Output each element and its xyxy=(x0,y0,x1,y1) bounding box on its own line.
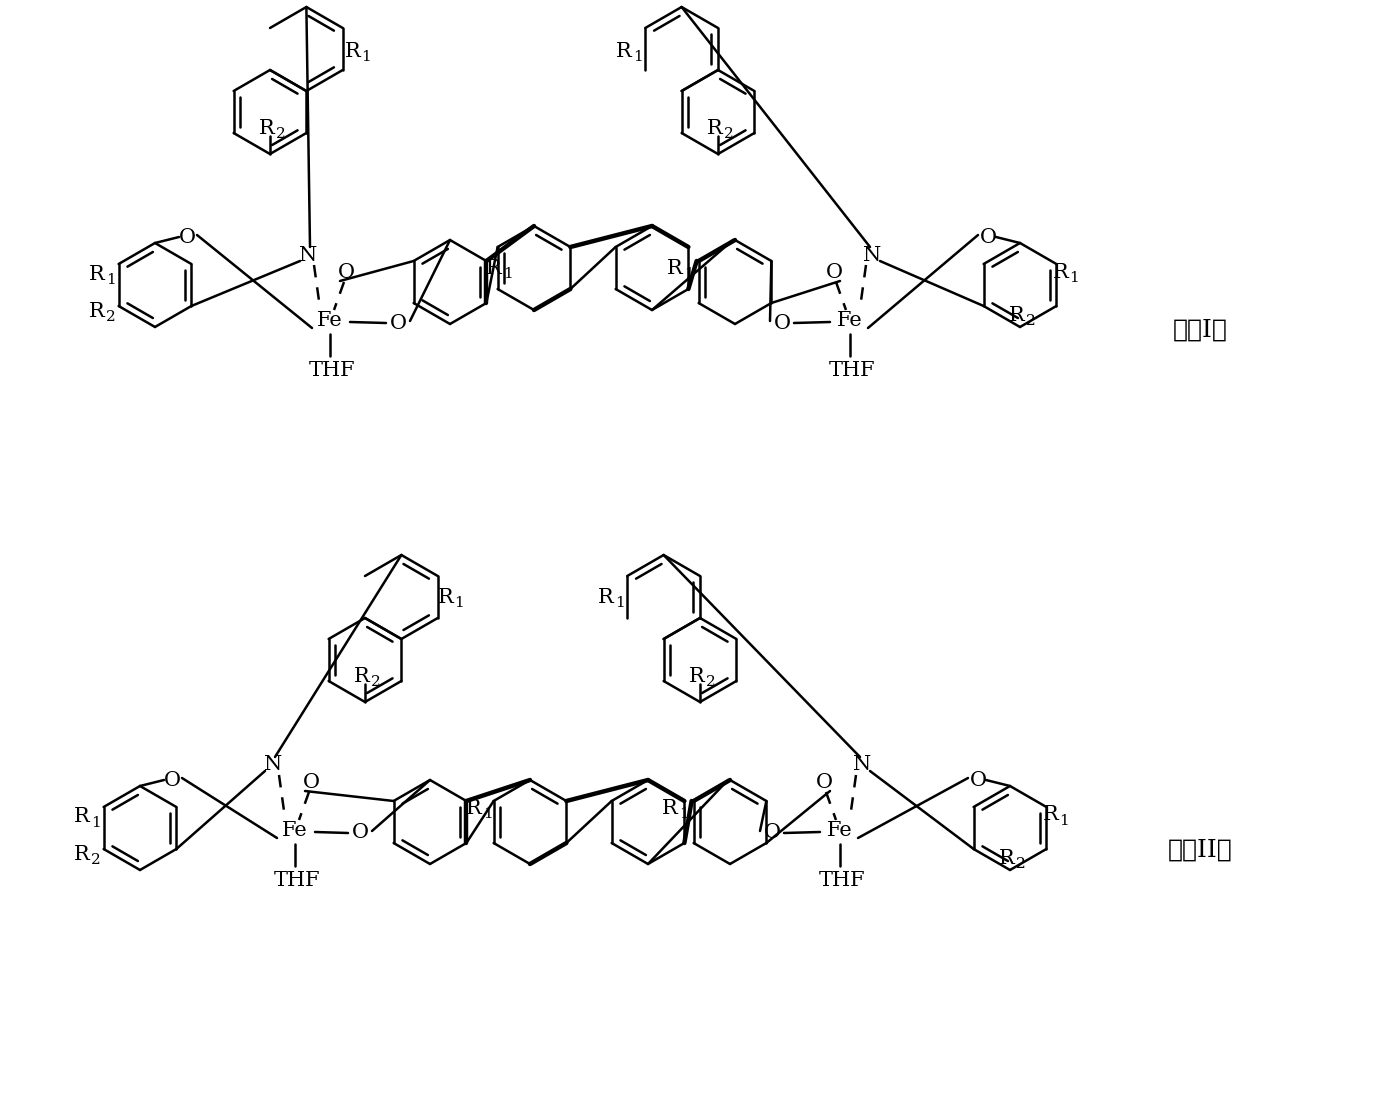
Text: 式（I）: 式（I） xyxy=(1173,318,1227,342)
Text: O: O xyxy=(302,772,320,791)
Text: O: O xyxy=(979,227,997,246)
Text: N: N xyxy=(853,756,870,775)
Text: O: O xyxy=(816,772,832,791)
Text: 1: 1 xyxy=(361,50,371,63)
Text: R: R xyxy=(667,258,682,277)
Text: 2: 2 xyxy=(91,853,100,867)
Text: 1: 1 xyxy=(106,273,115,287)
Text: O: O xyxy=(969,770,986,789)
Text: 2: 2 xyxy=(1026,314,1035,327)
Text: R: R xyxy=(74,808,89,827)
Text: R: R xyxy=(707,118,724,138)
Text: 2: 2 xyxy=(724,127,733,140)
Text: O: O xyxy=(763,824,780,843)
Text: 2: 2 xyxy=(1016,857,1026,870)
Text: R: R xyxy=(1009,305,1026,325)
Text: R: R xyxy=(662,798,678,818)
Text: R: R xyxy=(74,845,89,864)
Text: THF: THF xyxy=(273,870,320,889)
Text: 1: 1 xyxy=(680,807,689,820)
Text: R: R xyxy=(259,118,275,138)
Text: Fe: Fe xyxy=(317,311,343,329)
Text: 1: 1 xyxy=(503,267,512,280)
Text: R: R xyxy=(1053,263,1068,282)
Text: THF: THF xyxy=(829,361,876,380)
Text: N: N xyxy=(264,756,281,775)
Text: N: N xyxy=(862,246,881,265)
Text: Fe: Fe xyxy=(838,311,862,329)
Text: 1: 1 xyxy=(483,807,493,820)
Text: R: R xyxy=(486,258,503,277)
Text: R: R xyxy=(89,302,104,321)
Text: Fe: Fe xyxy=(281,820,308,839)
Text: 1: 1 xyxy=(684,267,693,280)
Text: R: R xyxy=(345,41,360,60)
Text: 1: 1 xyxy=(615,595,625,610)
Text: Fe: Fe xyxy=(827,820,853,839)
Text: 2: 2 xyxy=(706,674,715,689)
Text: R: R xyxy=(1042,806,1059,825)
Text: 2: 2 xyxy=(276,127,286,140)
Text: 1: 1 xyxy=(1070,270,1079,285)
Text: O: O xyxy=(773,314,791,333)
Text: R: R xyxy=(438,588,453,607)
Text: O: O xyxy=(178,227,195,246)
Text: 1: 1 xyxy=(454,595,464,610)
Text: O: O xyxy=(338,263,354,282)
Text: O: O xyxy=(163,770,180,789)
Text: 1: 1 xyxy=(633,50,643,63)
Text: R: R xyxy=(467,798,482,818)
Text: 2: 2 xyxy=(371,674,380,689)
Text: 1: 1 xyxy=(91,816,100,829)
Text: 1: 1 xyxy=(1060,814,1070,828)
Text: R: R xyxy=(616,41,632,60)
Text: R: R xyxy=(89,265,104,284)
Text: R: R xyxy=(689,667,704,686)
Text: 2: 2 xyxy=(106,309,115,324)
Text: THF: THF xyxy=(818,870,865,889)
Text: 式（II）: 式（II） xyxy=(1167,838,1233,861)
Text: R: R xyxy=(354,667,369,686)
Text: N: N xyxy=(299,246,317,265)
Text: O: O xyxy=(825,263,843,282)
Text: O: O xyxy=(351,824,368,843)
Text: R: R xyxy=(1000,848,1015,867)
Text: O: O xyxy=(390,314,406,333)
Text: THF: THF xyxy=(309,361,356,380)
Text: R: R xyxy=(597,588,614,607)
